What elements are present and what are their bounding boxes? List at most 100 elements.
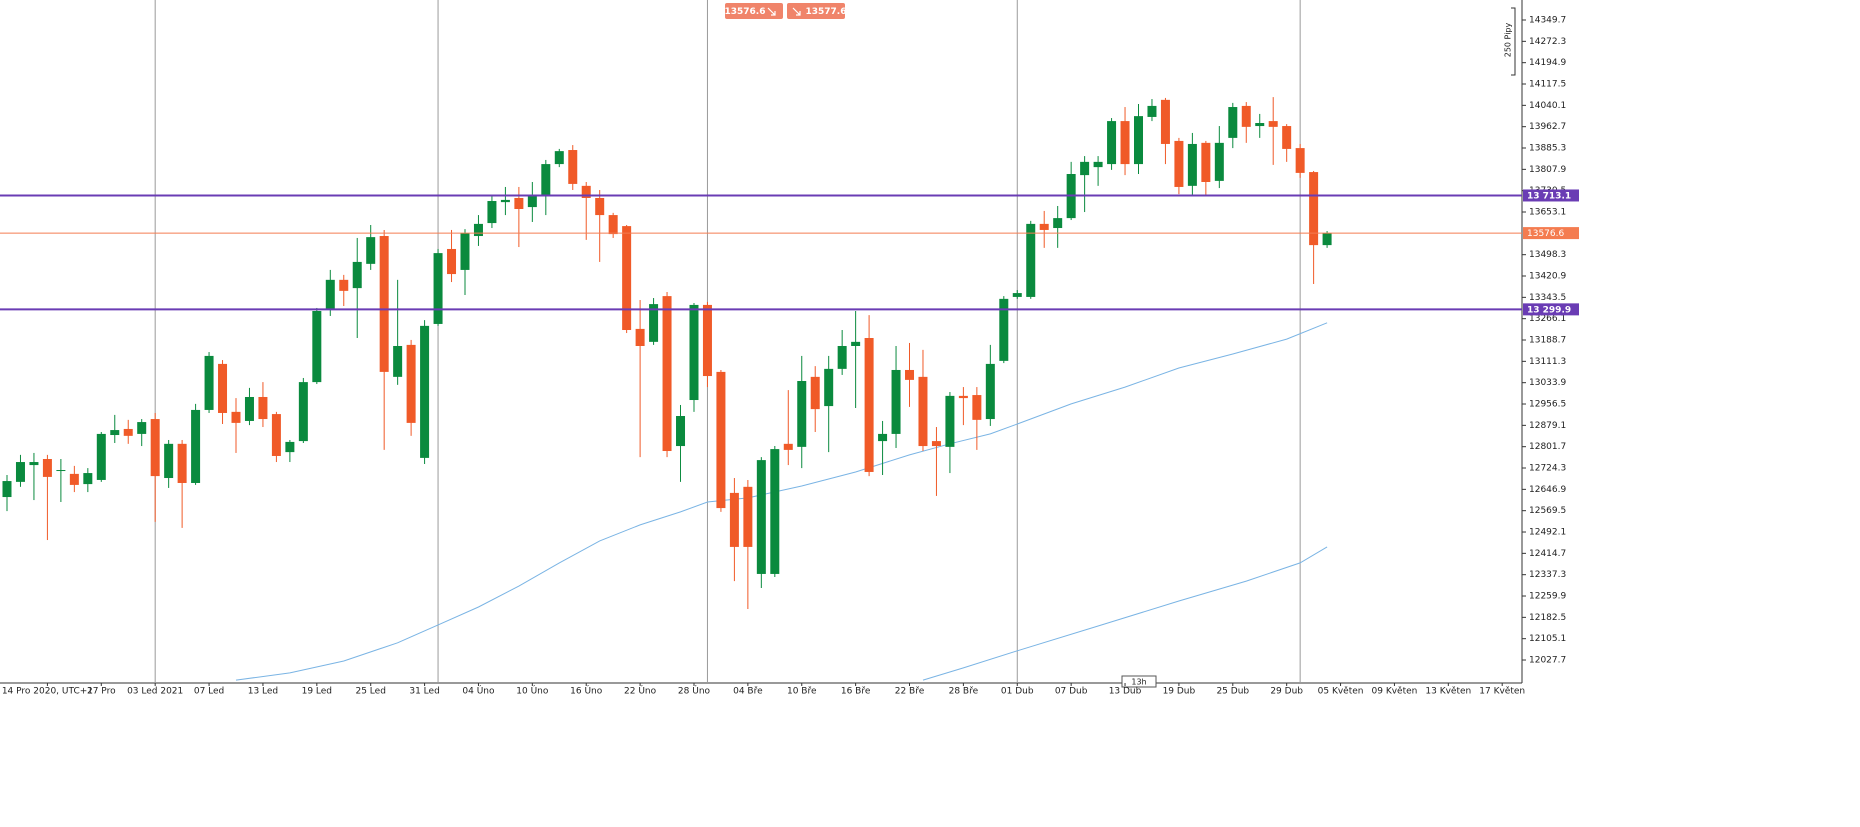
y-tick-label: 14349.7 xyxy=(1529,16,1566,26)
candle-body xyxy=(797,380,807,447)
candle-body xyxy=(864,338,874,472)
candle-body xyxy=(770,449,780,574)
candle-body xyxy=(325,279,335,310)
candle-body xyxy=(244,396,254,421)
candle-body xyxy=(177,443,187,483)
x-tick-label: 19 Led xyxy=(302,687,332,697)
candle-body xyxy=(1241,105,1251,127)
y-tick-label: 12105.1 xyxy=(1529,634,1566,644)
candle-body xyxy=(1107,121,1117,165)
x-tick-label: 03 Led 2021 xyxy=(127,687,183,697)
x-tick-label: 22 Úno xyxy=(624,685,657,697)
y-tick-label: 13653.1 xyxy=(1529,208,1566,218)
candle-body xyxy=(312,310,322,383)
candle-body xyxy=(1201,142,1211,182)
y-tick-label: 14117.5 xyxy=(1529,80,1566,90)
x-tick-label: 01 Dub xyxy=(1001,687,1034,697)
ask-arrow xyxy=(792,7,801,16)
candle-body xyxy=(15,462,25,482)
candle-body xyxy=(123,428,133,436)
candle-body xyxy=(1147,105,1157,117)
candle-body xyxy=(258,396,268,420)
candle-body xyxy=(339,279,349,291)
bid-badge[interactable]: 13576.6 xyxy=(725,3,784,19)
x-tick-label: 17 Květen xyxy=(1479,687,1525,697)
candle-body xyxy=(554,151,564,165)
y-tick-label: 13885.3 xyxy=(1529,144,1566,154)
candle-body xyxy=(298,382,308,442)
y-tick-label: 12259.9 xyxy=(1529,592,1566,602)
candle-body xyxy=(824,368,834,407)
y-tick-label: 13343.5 xyxy=(1529,293,1566,303)
y-tick-label: 12182.5 xyxy=(1529,613,1566,623)
y-tick-label: 12956.5 xyxy=(1529,400,1566,410)
candle-body xyxy=(150,419,160,477)
candle-body xyxy=(352,261,362,289)
candle-body xyxy=(473,223,483,237)
candle-body xyxy=(514,197,524,210)
candle-body xyxy=(1093,161,1103,168)
y-tick-label: 12492.1 xyxy=(1529,528,1566,538)
candle-body xyxy=(191,409,201,483)
y-tick-label: 13962.7 xyxy=(1529,122,1566,132)
candle-body xyxy=(204,355,214,410)
candle-body xyxy=(662,296,672,452)
range-bracket xyxy=(1511,7,1516,76)
candle-body xyxy=(958,395,968,399)
level-label: 13 299.9 xyxy=(1527,305,1571,315)
candle-body xyxy=(918,376,928,447)
x-tick-label: 16 Úno xyxy=(570,685,603,697)
x-tick-label: 04 Bře xyxy=(733,687,763,697)
candle-body xyxy=(1026,223,1036,297)
level-label: 13 713.1 xyxy=(1527,191,1571,201)
ask-box[interactable] xyxy=(787,3,845,19)
y-tick-label: 13266.1 xyxy=(1529,314,1566,324)
x-tick-label: 22 Bře xyxy=(895,687,925,697)
y-tick-label: 13807.9 xyxy=(1529,165,1566,175)
candle-body xyxy=(110,430,120,436)
candle-body xyxy=(1160,99,1170,144)
candle-body xyxy=(931,441,941,447)
candle-body xyxy=(743,486,753,547)
level-label-box xyxy=(1523,189,1579,202)
candle-body xyxy=(635,328,645,346)
candle-body xyxy=(1134,116,1144,165)
candle-body xyxy=(716,371,726,509)
candle-body xyxy=(1214,142,1224,181)
x-tick-label: 27 Pro xyxy=(87,687,116,697)
candle-body xyxy=(218,363,228,413)
bid-arrow xyxy=(767,7,776,16)
current-price-box xyxy=(1523,227,1579,240)
candle-body xyxy=(1255,123,1265,127)
y-tick-label: 12801.7 xyxy=(1529,442,1566,452)
ask-text: 13577.6 xyxy=(806,7,847,17)
x-tick-label: 13 Dub xyxy=(1109,687,1142,697)
y-tick-label: 14040.1 xyxy=(1529,101,1566,111)
y-tick-label: 12027.7 xyxy=(1529,656,1566,666)
y-tick-label: 12337.3 xyxy=(1529,570,1566,580)
candle-body xyxy=(1120,121,1130,165)
candle-body xyxy=(945,395,955,447)
candle-body xyxy=(891,369,901,434)
candle-body xyxy=(1268,121,1278,127)
candle-body xyxy=(1053,218,1063,229)
candle-body xyxy=(595,197,605,216)
candle-body xyxy=(702,304,712,377)
bid-box[interactable] xyxy=(725,3,783,19)
x-tick-label: 29 Dub xyxy=(1270,687,1303,697)
candle-body xyxy=(905,369,915,380)
candle-body xyxy=(1174,140,1184,187)
y-tick-label: 14194.9 xyxy=(1529,58,1566,68)
candle-body xyxy=(1187,143,1197,186)
x-tick-label: 04 Úno xyxy=(462,685,495,697)
candle-body xyxy=(676,416,686,447)
candle-body xyxy=(1080,161,1090,176)
y-tick-label: 13033.9 xyxy=(1529,378,1566,388)
current-price-label: 13576.6 xyxy=(1527,229,1564,239)
candle-body xyxy=(137,422,147,434)
ask-badge[interactable]: 13577.6 xyxy=(787,3,847,19)
candle-body xyxy=(83,473,93,485)
x-tick-label: 28 Úno xyxy=(678,685,711,697)
y-tick-label: 12569.5 xyxy=(1529,506,1566,516)
